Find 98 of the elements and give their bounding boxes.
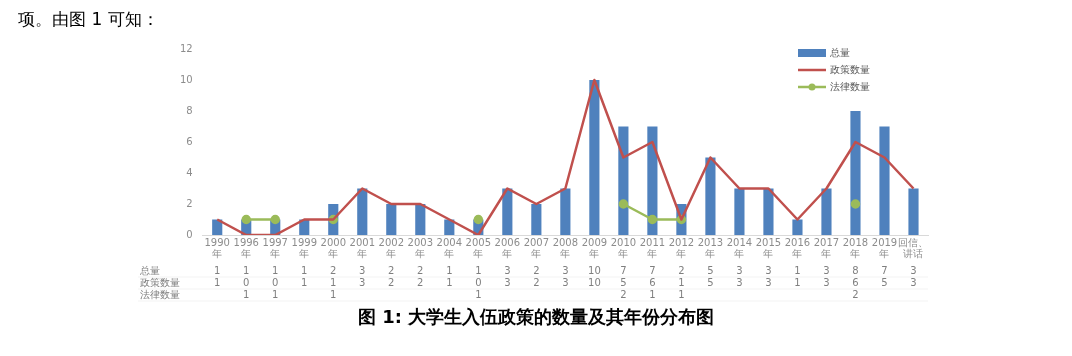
data-label: 7	[881, 264, 888, 276]
x-tick-label: 2002年	[378, 237, 405, 260]
x-tick-label: 2009年	[581, 237, 608, 260]
data-label: 3	[823, 264, 830, 276]
data-label: 2	[533, 264, 540, 276]
y-tick-label: 6	[186, 135, 193, 147]
x-tick-label: 2019年	[871, 237, 898, 260]
data-label: 3	[359, 264, 366, 276]
data-label: 2	[388, 264, 395, 276]
data-label: 1	[272, 264, 279, 276]
data-label: 3	[504, 276, 511, 288]
data-label: 3	[765, 276, 772, 288]
data-label: 1	[330, 276, 337, 288]
text: 图 1: 大学生入伍政策的数量及其年份分布图	[356, 305, 716, 329]
data-label: 2	[417, 276, 424, 288]
data-label: 3	[736, 276, 743, 288]
x-tick-label: 2004年	[436, 237, 463, 260]
x-tick-label: 2006年	[494, 237, 521, 260]
x-tick-label: 2008年	[552, 237, 579, 260]
x-tick-label: 2010年	[610, 237, 637, 260]
x-tick-label: 回信、讲话	[898, 237, 929, 260]
x-tick-label: 2000年	[320, 237, 346, 260]
data-label: 0	[475, 276, 482, 288]
data-label: 3	[359, 276, 366, 288]
data-label: 2	[388, 276, 395, 288]
y-tick-label: 8	[186, 104, 193, 116]
data-label: 3	[765, 264, 772, 276]
x-tick-label: 2007年	[523, 237, 550, 260]
data-label: 1	[243, 288, 250, 300]
x-tick-label: 2013年	[697, 237, 724, 260]
x-tick-label: 2003年	[407, 237, 434, 260]
x-tick-label: 2018年	[842, 237, 869, 260]
data-label: 1	[794, 264, 801, 276]
y-tick-label: 4	[186, 166, 193, 178]
data-label: 3	[504, 264, 511, 276]
data-label: 1	[649, 288, 656, 300]
data-label: 1	[214, 264, 221, 276]
data-label: 3	[823, 276, 830, 288]
data-label: 3	[910, 264, 917, 276]
data-label: 2	[417, 264, 424, 276]
data-label: 2	[620, 288, 627, 300]
data-label: 1	[446, 276, 453, 288]
data-label: 1	[272, 288, 279, 300]
data-label: 0	[243, 276, 250, 288]
data-label: 2	[852, 288, 859, 300]
data-label: 5	[707, 276, 714, 288]
data-label: 2	[678, 264, 685, 276]
legend-label: 总量	[829, 46, 850, 58]
data-label: 1	[794, 276, 801, 288]
data-label: 3	[910, 276, 917, 288]
x-tick-label: 2005年	[465, 237, 492, 260]
data-label: 1	[301, 264, 308, 276]
data-label: 1	[301, 276, 308, 288]
data-label: 1	[678, 288, 685, 300]
x-tick-label: 1996年	[233, 237, 259, 260]
data-label: 1	[330, 288, 337, 300]
data-label: 3	[736, 264, 743, 276]
data-label: 1	[678, 276, 685, 288]
x-tick-label: 2017年	[813, 237, 840, 260]
x-tick-label: 2016年	[784, 237, 811, 260]
data-label: 7	[649, 264, 656, 276]
text: 法律数量	[140, 288, 180, 300]
legend-label: 政策数量	[830, 63, 870, 75]
x-tick-label: 2014年	[726, 237, 753, 260]
text: 政策数量	[140, 276, 180, 288]
y-tick-label: 2	[186, 197, 193, 209]
y-tick-label: 12	[179, 42, 193, 54]
data-label: 5	[881, 276, 888, 288]
x-tick-label: 1999年	[291, 237, 317, 260]
x-tick-label: 2012年	[668, 237, 695, 260]
x-tick-label: 1997年	[262, 237, 288, 260]
data-label: 3	[562, 264, 569, 276]
data-label: 6	[649, 276, 656, 288]
y-tick-label: 0	[186, 228, 193, 240]
x-tick-label: 2011年	[639, 237, 666, 260]
data-label: 6	[852, 276, 859, 288]
data-label: 8	[852, 264, 859, 276]
data-label: 5	[620, 276, 627, 288]
data-label: 7	[620, 264, 627, 276]
data-label: 1	[475, 264, 482, 276]
y-tick-label: 10	[179, 73, 193, 85]
data-label: 10	[588, 276, 601, 288]
data-label: 2	[330, 264, 337, 276]
data-label: 5	[707, 264, 714, 276]
data-label: 1	[243, 264, 250, 276]
data-label: 1	[475, 288, 482, 300]
data-label: 3	[562, 276, 569, 288]
data-label: 1	[214, 276, 221, 288]
x-tick-label: 2015年	[755, 237, 782, 260]
data-label: 2	[533, 276, 540, 288]
x-tick-label: 2001年	[349, 237, 376, 260]
data-label: 0	[272, 276, 279, 288]
text: 总量	[140, 264, 160, 276]
data-label: 1	[446, 264, 453, 276]
text: 项。由图 1 可知：	[18, 8, 160, 31]
x-tick-label: 1990年	[204, 237, 230, 260]
data-label: 10	[588, 264, 601, 276]
legend-label: 法律数量	[830, 80, 870, 92]
